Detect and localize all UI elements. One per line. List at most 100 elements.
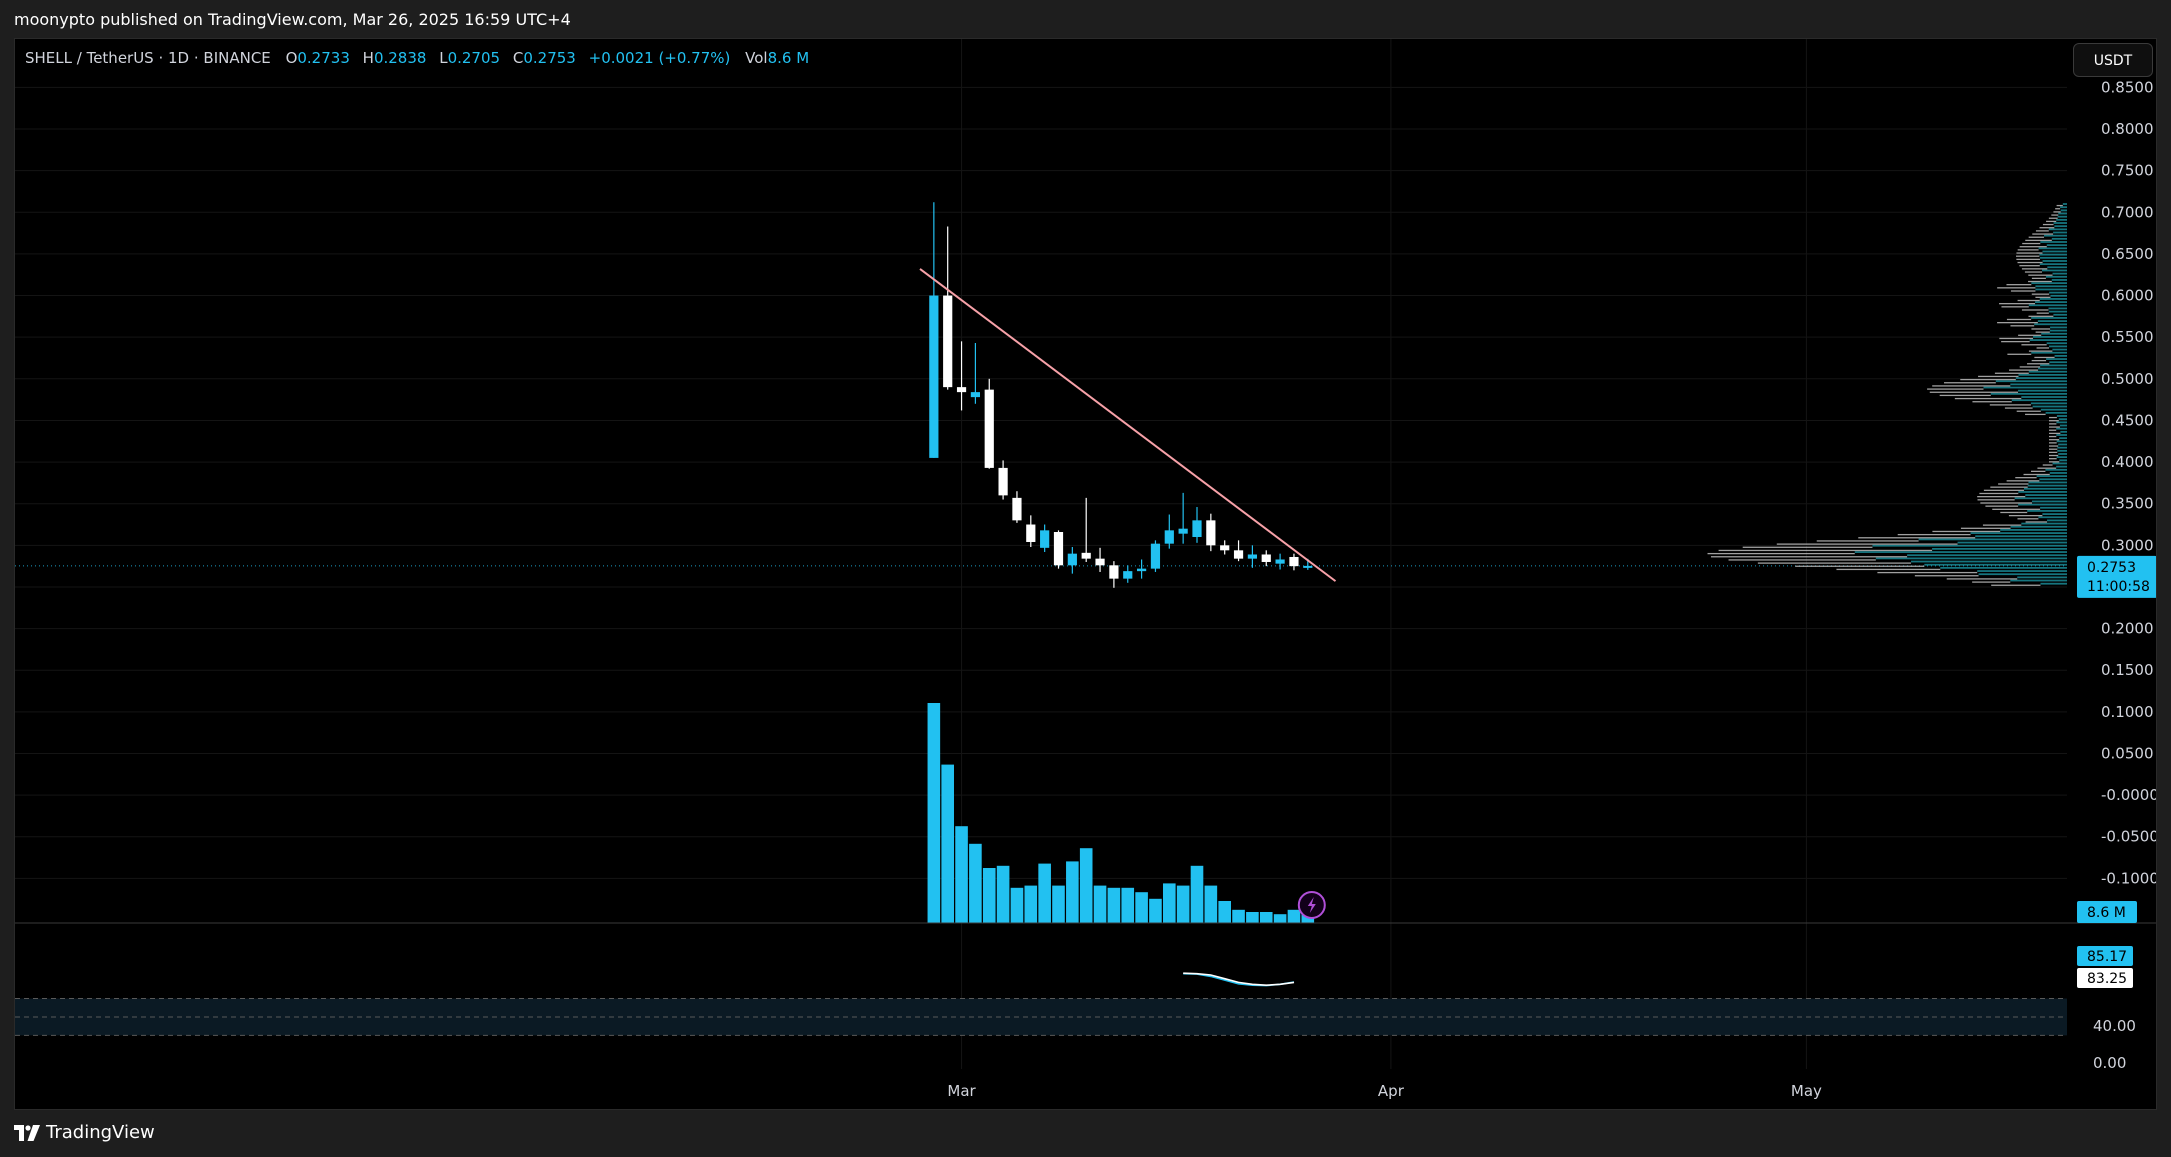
profile-bar-down bbox=[1927, 388, 1984, 390]
profile-bar-down bbox=[1897, 533, 1971, 536]
tradingview-logo-icon bbox=[14, 1124, 40, 1141]
price-tick-label: 0.2000 bbox=[2101, 620, 2154, 638]
profile-bar-down bbox=[1983, 489, 2024, 491]
volume-bar bbox=[1079, 848, 1093, 923]
profile-bar-down bbox=[2039, 227, 2055, 229]
last-price-badge: 0.2753 11:00:58 bbox=[2077, 555, 2156, 598]
profile-bar-up bbox=[1924, 563, 2067, 566]
profile-bar-up bbox=[2060, 206, 2067, 209]
footer-bar bbox=[0, 1110, 2171, 1157]
profile-bar-up bbox=[2046, 358, 2067, 360]
volume-bar bbox=[1246, 912, 1259, 923]
profile-bar-down bbox=[2049, 448, 2058, 450]
profile-bar-up bbox=[2032, 405, 2067, 408]
profile-bar-down bbox=[1960, 527, 2011, 529]
profile-bar-down bbox=[1742, 546, 1873, 548]
price-tick-label: 0.6000 bbox=[2101, 287, 2154, 305]
profile-bar-down bbox=[2035, 230, 2049, 232]
tradingview-brand[interactable]: TradingView bbox=[14, 1122, 155, 1143]
profile-bar-up bbox=[2029, 339, 2067, 341]
profile-bar-up bbox=[2056, 434, 2067, 436]
profile-bar-up bbox=[2049, 329, 2067, 332]
price-tick-label: 0.4000 bbox=[2101, 453, 2154, 471]
profile-bar-down bbox=[2016, 252, 2043, 254]
profile-bar-up bbox=[2059, 437, 2067, 440]
profile-bar-down bbox=[1977, 496, 2026, 498]
profile-bar-down bbox=[2049, 432, 2061, 435]
profile-bar-up bbox=[1872, 544, 2067, 547]
profile-bar-up bbox=[2053, 222, 2067, 224]
profile-bar-up bbox=[2045, 411, 2067, 414]
chart-panel[interactable]: 0.8500 0.8000 0.7500 0.7000 0.6500 0.6000 0.55… bbox=[14, 38, 2157, 1110]
rsi-pane bbox=[15, 922, 2156, 1036]
profile-bar-down bbox=[1999, 303, 2036, 305]
profile-bar-up bbox=[2038, 516, 2067, 519]
profile-bar-down bbox=[1990, 486, 2028, 488]
profile-bar-up bbox=[2031, 500, 2067, 503]
chart-canvas[interactable]: 0.8500 0.8000 0.7500 0.7000 0.6500 0.6000 0.55… bbox=[15, 39, 2156, 1109]
price-tick-label: 0.8000 bbox=[2101, 120, 2154, 138]
candle-down bbox=[1206, 520, 1216, 546]
profile-bar-down bbox=[1776, 543, 1958, 545]
profile-bar-down bbox=[2025, 521, 2048, 523]
candle-down bbox=[943, 295, 953, 388]
volume-bar bbox=[1218, 901, 1231, 923]
profile-bar-down bbox=[2049, 458, 2057, 460]
candle-down bbox=[1053, 532, 1064, 566]
publish-header: moonypto published on TradingView.com, M… bbox=[0, 0, 2171, 38]
profile-bar-up bbox=[2018, 491, 2067, 493]
profile-bar-up bbox=[2058, 453, 2067, 455]
profile-bar-down bbox=[2046, 220, 2057, 223]
profile-bar-down bbox=[2023, 473, 2050, 476]
last-price-value: 0.2753 bbox=[2087, 560, 2136, 576]
profile-bar-down bbox=[2017, 518, 2039, 520]
profile-bar-up bbox=[1995, 380, 2067, 383]
currency-button[interactable]: USDT bbox=[2073, 43, 2153, 77]
profile-bar-down bbox=[1978, 375, 2019, 378]
profile-bar-up bbox=[2049, 291, 2067, 294]
candle-up bbox=[1150, 543, 1161, 569]
profile-bar-down bbox=[2049, 420, 2059, 422]
volume-bar bbox=[1204, 885, 1218, 923]
profile-bar-up bbox=[2049, 361, 2067, 364]
volume-bar bbox=[1010, 887, 1024, 923]
profile-bar-down bbox=[2056, 204, 2063, 207]
profile-bar-down bbox=[2031, 328, 2051, 330]
symbol-legend: SHELL / TetherUS · 1D · BINANCE O0.2733 … bbox=[25, 49, 809, 67]
profile-bar-down bbox=[1980, 502, 2032, 504]
profile-bar-down bbox=[2035, 296, 2051, 298]
trendline-line bbox=[919, 268, 1337, 582]
profile-bar-down bbox=[2030, 470, 2046, 472]
profile-bar-down bbox=[1795, 565, 1925, 567]
profile-bar-up bbox=[2045, 468, 2067, 471]
volume-bar bbox=[941, 764, 954, 923]
profile-bar-down bbox=[2021, 344, 2047, 346]
candle-up bbox=[1040, 530, 1050, 548]
profile-bar-up bbox=[1907, 554, 2067, 557]
profile-bar-up bbox=[2040, 364, 2067, 367]
profile-bar-down bbox=[2001, 340, 2030, 343]
profile-bar-down bbox=[2017, 249, 2039, 251]
profile-bar-down bbox=[1972, 581, 2011, 583]
profile-bar-up bbox=[2056, 427, 2067, 430]
profile-bar-down bbox=[1929, 391, 2019, 393]
candle-down bbox=[1109, 565, 1119, 579]
candle-up bbox=[1123, 571, 1133, 579]
last-price-badge-bg bbox=[2077, 555, 2156, 598]
grid bbox=[15, 39, 2067, 1069]
profile-bar-up bbox=[2049, 472, 2067, 474]
profile-bar-up bbox=[2054, 354, 2067, 357]
candle-down bbox=[1261, 554, 1271, 562]
profile-bar-up bbox=[2058, 418, 2067, 421]
profile-bar-up bbox=[2056, 456, 2067, 459]
candle-down bbox=[1220, 545, 1230, 551]
profile-bar-up bbox=[2018, 503, 2067, 506]
profile-bar-up bbox=[2028, 481, 2067, 484]
profile-bar-down bbox=[2017, 261, 2043, 264]
profile-bar-down bbox=[1994, 372, 2029, 374]
profile-bar-down bbox=[2019, 265, 2040, 267]
profile-bar-up bbox=[2014, 497, 2067, 500]
trendline bbox=[919, 268, 1337, 582]
profile-bar-down bbox=[2027, 363, 2050, 365]
